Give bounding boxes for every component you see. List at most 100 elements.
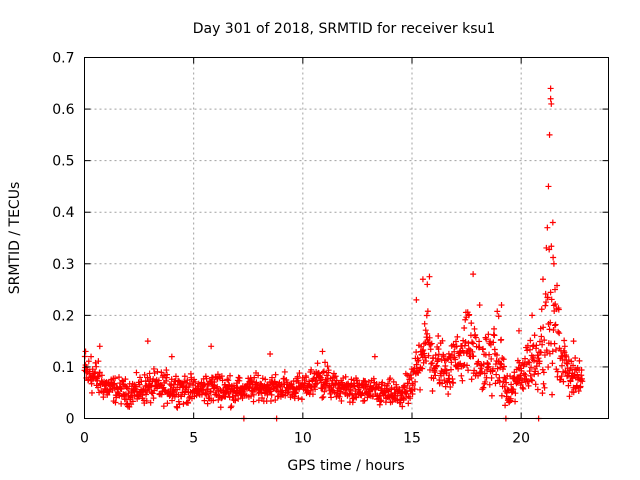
data-point (445, 391, 452, 398)
data-point (490, 339, 497, 346)
data-point (367, 388, 374, 395)
data-point (336, 393, 343, 400)
data-point (527, 337, 534, 344)
data-point (545, 364, 552, 371)
data-point (133, 383, 140, 390)
data-point (542, 302, 549, 309)
data-point (485, 363, 492, 370)
data-point (155, 377, 162, 384)
data-point (510, 386, 517, 393)
data-point (259, 394, 266, 401)
data-point (379, 379, 386, 386)
data-point (169, 397, 176, 404)
data-point (576, 357, 583, 364)
data-point (292, 389, 299, 396)
data-point (399, 403, 406, 410)
data-point (408, 387, 415, 394)
data-point (112, 375, 119, 382)
data-point (481, 370, 488, 377)
data-point (88, 380, 95, 387)
data-point (462, 339, 469, 346)
y-tick-label: 0.4 (52, 205, 74, 221)
peak-point (465, 312, 472, 319)
data-point (211, 378, 218, 385)
data-point (493, 352, 500, 359)
data-point (423, 358, 430, 365)
data-point (429, 387, 436, 394)
data-point (204, 381, 211, 388)
data-point (409, 390, 416, 397)
data-point (531, 371, 538, 378)
data-point (222, 393, 229, 400)
data-point (116, 374, 123, 381)
data-point (503, 379, 510, 386)
x-tick-label: 10 (294, 431, 312, 447)
data-point (450, 380, 457, 387)
data-point (164, 400, 171, 407)
peak-point (208, 343, 215, 350)
data-point (551, 340, 558, 347)
data-point (118, 400, 125, 407)
data-point (219, 377, 226, 384)
data-point (575, 388, 582, 395)
data-point (448, 359, 455, 366)
peak-point (570, 338, 577, 345)
chart-title: Day 301 of 2018, SRMTID for receiver ksu… (193, 21, 496, 37)
data-point (236, 375, 243, 382)
y-axis-label: SRMTID / TECUs (7, 182, 23, 295)
data-point (377, 392, 384, 399)
data-point (549, 391, 556, 398)
data-point (225, 377, 232, 384)
data-point (446, 378, 453, 385)
data-point (163, 367, 170, 374)
data-point (482, 378, 489, 385)
data-point (186, 380, 193, 387)
data-point (447, 383, 454, 390)
axis-ticks (84, 57, 609, 419)
data-point (255, 397, 262, 404)
data-point (538, 306, 545, 313)
data-point (235, 395, 242, 402)
data-point (421, 320, 428, 327)
peak-point (547, 95, 554, 102)
data-point (250, 398, 257, 405)
data-point (522, 355, 529, 362)
data-point (570, 362, 577, 369)
data-point (234, 384, 241, 391)
data-point (457, 360, 464, 367)
data-point (320, 368, 327, 375)
data-point (550, 326, 557, 333)
data-point (475, 358, 482, 365)
data-point (485, 361, 492, 368)
data-point (483, 336, 490, 343)
data-point (578, 367, 585, 374)
data-point (565, 382, 572, 389)
data-points (81, 85, 586, 422)
data-point (554, 373, 561, 380)
data-point (488, 355, 495, 362)
data-point (389, 398, 396, 405)
peak-point (424, 281, 431, 288)
data-point (526, 368, 533, 375)
data-point (425, 352, 432, 359)
data-point (164, 371, 171, 378)
peak-point (144, 338, 151, 345)
peak-point (319, 348, 326, 355)
data-point (88, 389, 95, 396)
data-point (542, 290, 549, 297)
data-point (387, 375, 394, 382)
data-point (151, 370, 158, 377)
data-point (412, 378, 419, 385)
peak-point (550, 260, 557, 267)
data-point (429, 360, 436, 367)
data-point (201, 397, 208, 404)
data-point (501, 363, 508, 370)
data-point (428, 340, 435, 347)
data-point (432, 352, 439, 359)
data-point (174, 404, 181, 411)
data-point (141, 371, 148, 378)
data-point (563, 360, 570, 367)
data-point (98, 372, 105, 379)
data-point (217, 404, 224, 411)
data-point (497, 360, 504, 367)
